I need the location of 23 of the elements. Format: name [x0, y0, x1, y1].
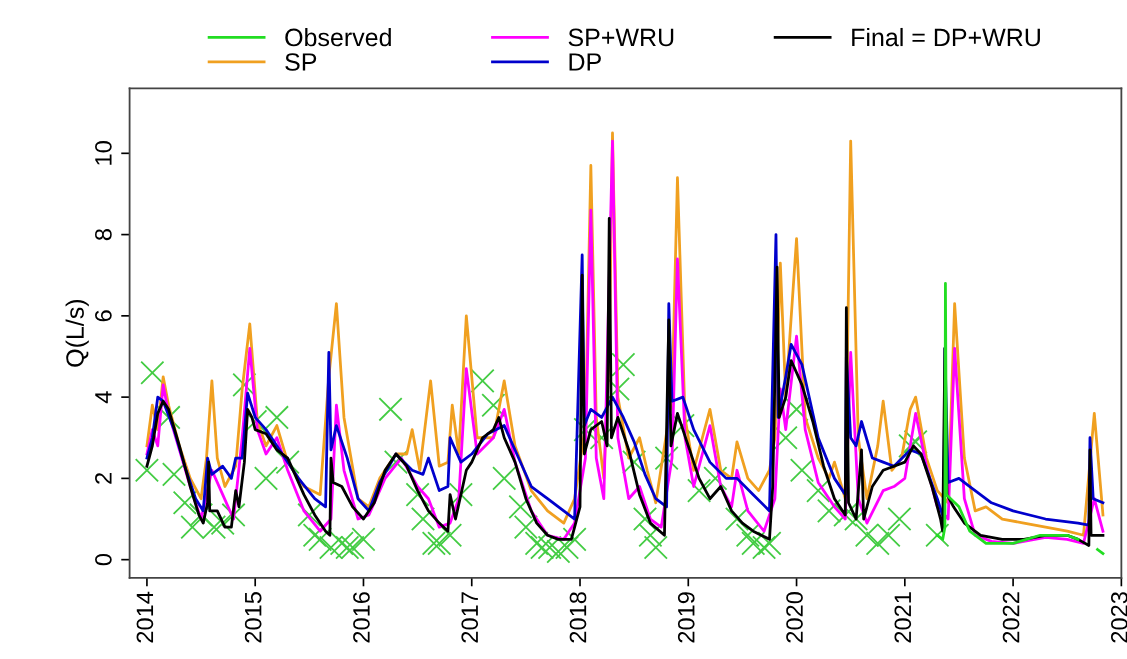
- x-tick-label: 2020: [786, 592, 803, 643]
- x-tick-label: 2021: [894, 592, 912, 643]
- legend-label: SP: [285, 53, 317, 71]
- y-tick-label: 0: [95, 554, 112, 566]
- x-tick-label: 2018: [569, 592, 587, 643]
- x-tick-label: 2015: [244, 592, 262, 643]
- legend-label: Observed: [285, 27, 391, 47]
- y-tick-label: 6: [95, 310, 112, 322]
- legend-label: Final = DP+WRU: [852, 27, 1040, 47]
- x-tick-label: 2022: [1002, 592, 1020, 643]
- y-tick-label: 4: [95, 391, 112, 404]
- legend-label: SP+WRU: [568, 28, 674, 47]
- x-tick-label: 2023: [1110, 592, 1127, 643]
- y-tick-label: 8: [95, 229, 112, 241]
- y-tick-label: 2: [95, 473, 112, 484]
- x-tick-label: 2014: [136, 591, 154, 643]
- point: [925, 523, 950, 548]
- legend-label: DP: [569, 53, 601, 71]
- y-axis-title: Q(L/s): [65, 299, 89, 367]
- y-tick-label: 10: [95, 141, 112, 165]
- x-tick-label: 2016: [353, 592, 370, 643]
- x-tick-label: 2017: [461, 592, 479, 643]
- x-tick-label: 2019: [677, 592, 695, 643]
